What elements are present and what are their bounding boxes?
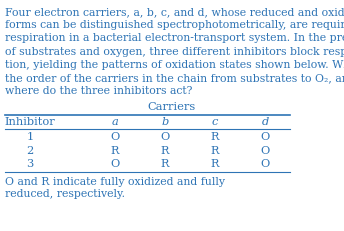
Text: c: c — [212, 117, 218, 128]
Text: R: R — [211, 146, 219, 156]
Text: 3: 3 — [26, 159, 34, 169]
Text: O: O — [110, 132, 120, 142]
Text: respiration in a bacterial electron-transport system. In the presence: respiration in a bacterial electron-tran… — [5, 33, 344, 43]
Text: a: a — [111, 117, 118, 128]
Text: O and R indicate fully oxidized and fully: O and R indicate fully oxidized and full… — [5, 177, 225, 187]
Text: R: R — [211, 159, 219, 169]
Text: of substrates and oxygen, three different inhibitors block respira-: of substrates and oxygen, three differen… — [5, 47, 344, 57]
Text: d: d — [261, 117, 269, 128]
Text: R: R — [111, 146, 119, 156]
Text: forms can be distinguished spectrophotometrically, are required for: forms can be distinguished spectrophotom… — [5, 20, 344, 30]
Text: O: O — [260, 146, 270, 156]
Text: R: R — [161, 146, 169, 156]
Text: tion, yielding the patterns of oxidation states shown below. What is: tion, yielding the patterns of oxidation… — [5, 60, 344, 70]
Text: reduced, respectively.: reduced, respectively. — [5, 189, 125, 199]
Text: O: O — [260, 159, 270, 169]
Text: 2: 2 — [26, 146, 34, 156]
Text: where do the three inhibitors act?: where do the three inhibitors act? — [5, 86, 192, 96]
Text: Inhibitor: Inhibitor — [4, 117, 55, 128]
Text: O: O — [160, 132, 170, 142]
Text: R: R — [211, 132, 219, 142]
Text: R: R — [161, 159, 169, 169]
Text: b: b — [161, 117, 169, 128]
Text: Four electron carriers, a, b, c, and d, whose reduced and oxidized: Four electron carriers, a, b, c, and d, … — [5, 7, 344, 17]
Text: Carriers: Carriers — [148, 102, 196, 112]
Text: 1: 1 — [26, 132, 34, 142]
Text: O: O — [110, 159, 120, 169]
Text: the order of the carriers in the chain from substrates to O₂, and: the order of the carriers in the chain f… — [5, 73, 344, 83]
Text: O: O — [260, 132, 270, 142]
